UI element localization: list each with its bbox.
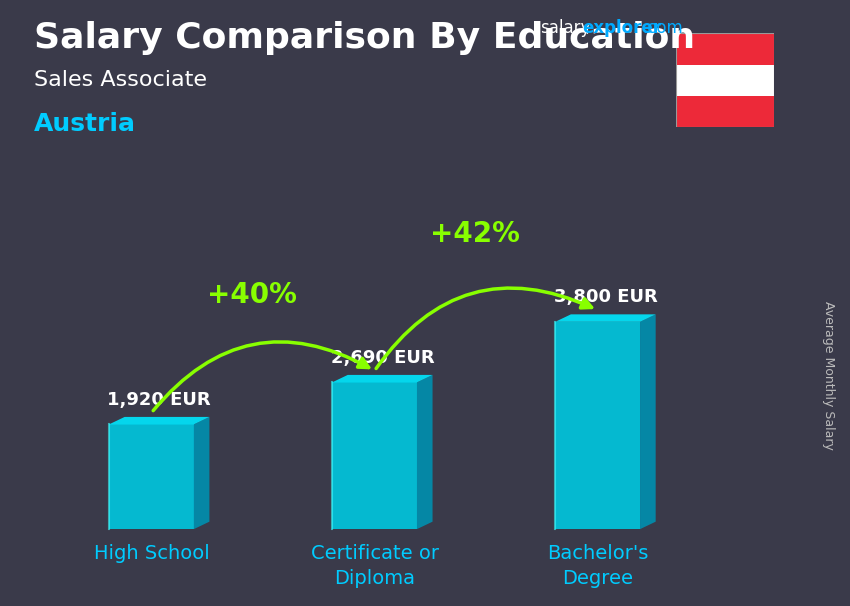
Text: High School: High School [94, 544, 209, 562]
Bar [676, 65, 774, 96]
Polygon shape [194, 417, 209, 529]
Polygon shape [640, 315, 655, 529]
Polygon shape [332, 375, 433, 382]
Polygon shape [555, 322, 640, 529]
Text: Bachelor's
Degree: Bachelor's Degree [547, 544, 649, 588]
Text: +40%: +40% [207, 281, 297, 308]
Text: 2,690 EUR: 2,690 EUR [331, 348, 434, 367]
Text: Austria: Austria [34, 112, 136, 136]
Text: .com: .com [642, 19, 683, 38]
Text: explorer: explorer [582, 19, 661, 38]
Polygon shape [109, 417, 209, 424]
Text: Certificate or
Diploma: Certificate or Diploma [310, 544, 439, 588]
Polygon shape [109, 424, 194, 529]
Polygon shape [416, 375, 433, 529]
Text: salary: salary [540, 19, 590, 38]
Text: Salary Comparison By Education: Salary Comparison By Education [34, 21, 695, 55]
Text: 3,800 EUR: 3,800 EUR [553, 288, 657, 306]
Text: 1,920 EUR: 1,920 EUR [107, 391, 211, 408]
Polygon shape [555, 315, 655, 322]
Text: Sales Associate: Sales Associate [34, 70, 207, 90]
Text: +42%: +42% [430, 220, 520, 248]
Text: Average Monthly Salary: Average Monthly Salary [822, 301, 836, 450]
Polygon shape [332, 382, 416, 529]
